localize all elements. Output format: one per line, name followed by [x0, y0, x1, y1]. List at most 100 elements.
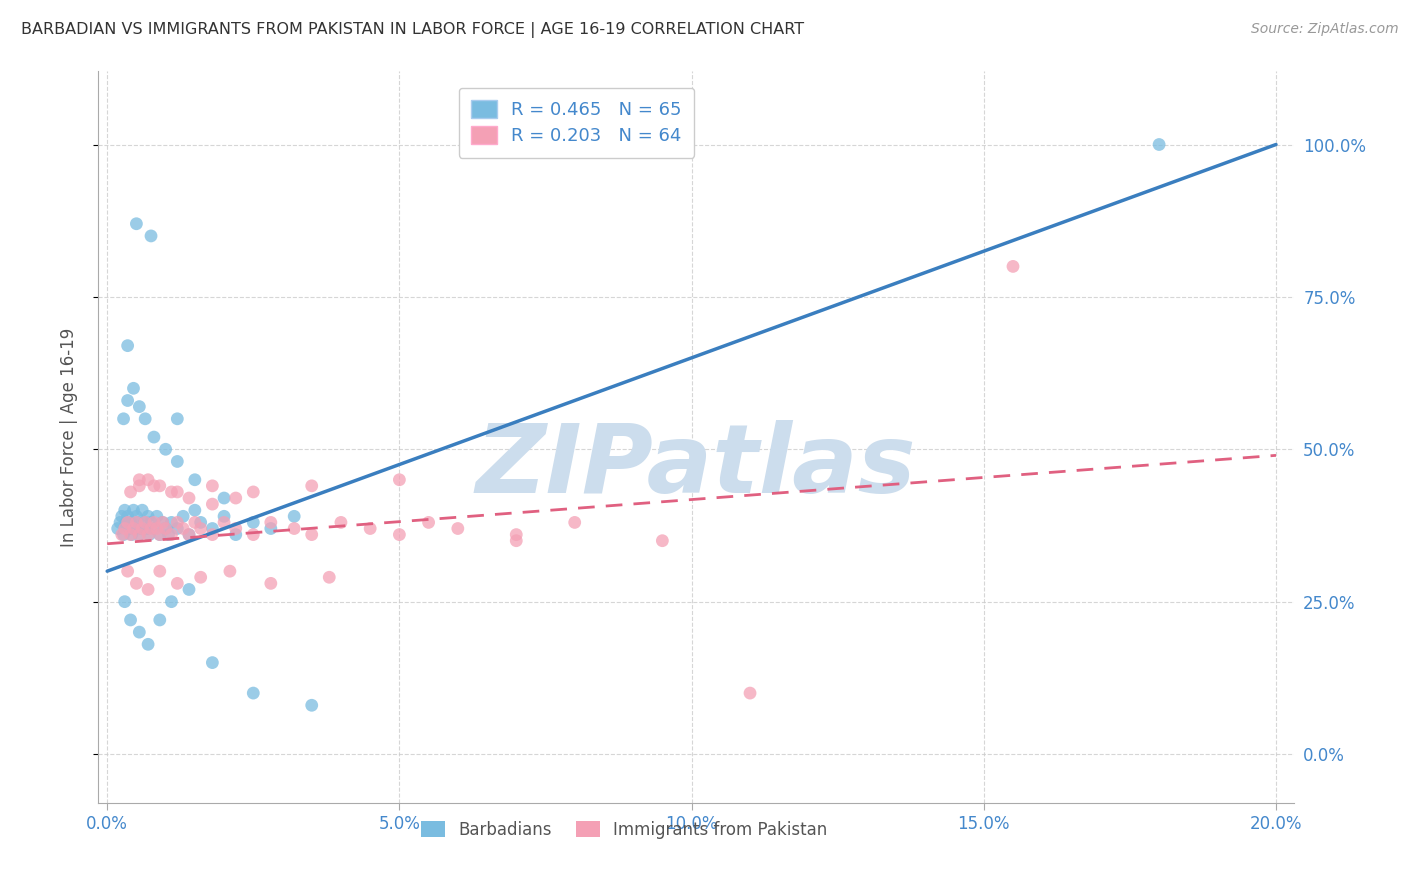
Point	[136, 527, 159, 541]
Point	[201, 527, 224, 541]
Point	[201, 479, 224, 493]
Point	[177, 491, 200, 505]
Point	[117, 516, 139, 530]
Point	[242, 527, 264, 541]
Point	[301, 698, 323, 713]
Point	[142, 521, 165, 535]
Point	[166, 485, 188, 500]
Point	[117, 393, 139, 408]
Y-axis label: In Labor Force | Age 16-19: In Labor Force | Age 16-19	[59, 327, 77, 547]
Point	[260, 576, 283, 591]
Point	[301, 527, 323, 541]
Point	[242, 686, 264, 700]
Point	[125, 516, 148, 530]
Point	[505, 533, 527, 548]
Point	[136, 637, 159, 651]
Point	[128, 527, 150, 541]
Point	[112, 527, 135, 541]
Point	[131, 521, 153, 535]
Point	[114, 521, 136, 535]
Point	[190, 516, 212, 530]
Point	[242, 516, 264, 530]
Point	[155, 521, 177, 535]
Point	[139, 521, 162, 535]
Text: Source: ZipAtlas.com: Source: ZipAtlas.com	[1251, 22, 1399, 37]
Point	[260, 521, 283, 535]
Point	[128, 400, 150, 414]
Point	[155, 521, 177, 535]
Point	[117, 338, 139, 352]
Point	[124, 521, 146, 535]
Point	[134, 516, 156, 530]
Point	[111, 527, 134, 541]
Point	[212, 509, 235, 524]
Point	[201, 497, 224, 511]
Point	[121, 527, 143, 541]
Point	[114, 594, 136, 608]
Point	[201, 656, 224, 670]
Point	[128, 625, 150, 640]
Point	[388, 527, 411, 541]
Point	[172, 521, 194, 535]
Point	[120, 516, 142, 530]
Point	[505, 527, 527, 541]
Point	[301, 479, 323, 493]
Point	[120, 527, 142, 541]
Point	[155, 442, 177, 457]
Point	[219, 564, 242, 578]
Point	[1147, 137, 1170, 152]
Point	[166, 576, 188, 591]
Point	[318, 570, 340, 584]
Point	[388, 473, 411, 487]
Point	[136, 509, 159, 524]
Point	[134, 412, 156, 426]
Point	[125, 217, 148, 231]
Point	[166, 454, 188, 468]
Point	[160, 594, 183, 608]
Point	[149, 564, 172, 578]
Point	[242, 485, 264, 500]
Point	[447, 521, 470, 535]
Point	[122, 381, 145, 395]
Point	[142, 516, 165, 530]
Point	[160, 485, 183, 500]
Point	[283, 509, 305, 524]
Point	[122, 521, 145, 535]
Point	[108, 516, 131, 530]
Point	[128, 527, 150, 541]
Point	[184, 516, 207, 530]
Point	[1001, 260, 1024, 274]
Point	[134, 516, 156, 530]
Point	[115, 516, 138, 530]
Point	[138, 527, 160, 541]
Point	[111, 509, 134, 524]
Point	[157, 527, 180, 541]
Point	[225, 521, 247, 535]
Point	[127, 516, 149, 530]
Point	[177, 527, 200, 541]
Point	[107, 521, 129, 535]
Point	[120, 613, 142, 627]
Point	[125, 576, 148, 591]
Point	[131, 503, 153, 517]
Point	[738, 686, 761, 700]
Point	[160, 527, 183, 541]
Point	[142, 479, 165, 493]
Legend: Barbadians, Immigrants from Pakistan: Barbadians, Immigrants from Pakistan	[415, 814, 834, 846]
Point	[152, 516, 174, 530]
Text: BARBADIAN VS IMMIGRANTS FROM PAKISTAN IN LABOR FORCE | AGE 16-19 CORRELATION CHA: BARBADIAN VS IMMIGRANTS FROM PAKISTAN IN…	[21, 22, 804, 38]
Point	[149, 527, 172, 541]
Point	[120, 485, 142, 500]
Point	[283, 521, 305, 535]
Point	[184, 473, 207, 487]
Point	[166, 516, 188, 530]
Point	[190, 570, 212, 584]
Point	[117, 509, 139, 524]
Point	[149, 613, 172, 627]
Point	[149, 479, 172, 493]
Point	[128, 473, 150, 487]
Point	[136, 582, 159, 597]
Point	[136, 473, 159, 487]
Point	[129, 521, 152, 535]
Point	[166, 412, 188, 426]
